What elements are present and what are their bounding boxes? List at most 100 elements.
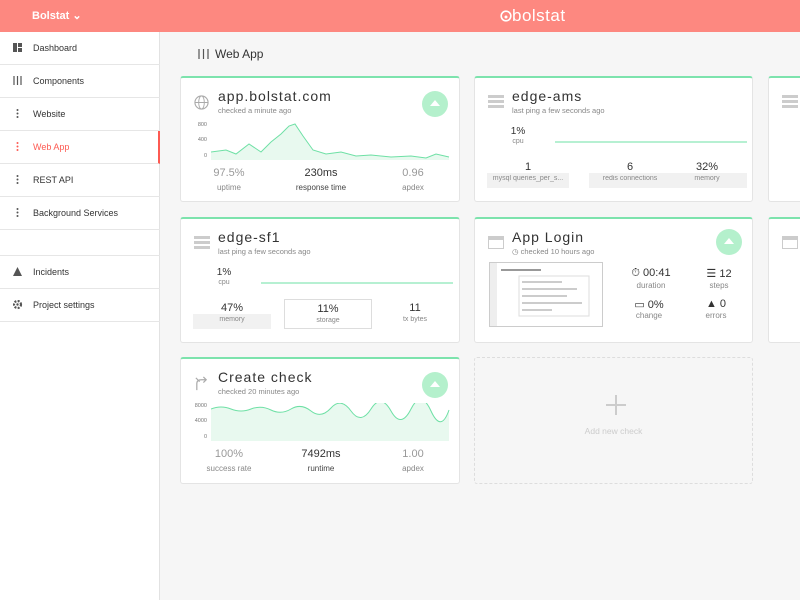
- cpu-line: [555, 141, 747, 143]
- axis-label: 400: [197, 137, 207, 143]
- nav-icon: [16, 208, 19, 217]
- stat-box: 11% storage: [284, 299, 372, 329]
- axis-label: 0: [203, 434, 207, 440]
- page-title-text: Web App: [215, 47, 264, 61]
- nav-item[interactable]: Website: [0, 98, 160, 131]
- add-check-label: Add new check: [584, 426, 643, 436]
- nav-item[interactable]: Background Services: [0, 197, 160, 230]
- server-icon: [488, 95, 504, 108]
- metric-label: success rate: [206, 464, 252, 473]
- metric-value: 100%: [214, 448, 244, 460]
- stat-box: 32% memory: [667, 158, 747, 188]
- card-subtitle: ◷ checked 10 hours ago: [512, 247, 595, 256]
- nav-label: Web App: [33, 142, 70, 152]
- stat-box: 1 mysql queries_per_s...: [487, 158, 569, 188]
- metric-value: ▲ 0: [705, 298, 727, 310]
- card-subtitle: last ping a few seconds ago: [512, 106, 605, 115]
- metric-label: duration: [636, 281, 666, 290]
- stat-box: 6 redis connections: [589, 158, 671, 188]
- stat-value: 11%: [317, 303, 339, 315]
- card-subtitle: checked 20 minutes ago: [218, 387, 300, 396]
- metric-value: 7492ms: [301, 448, 341, 460]
- metric-value: ▭ 0%: [634, 299, 664, 311]
- sparkline: [211, 123, 450, 160]
- cpu-value: 1%: [216, 267, 232, 278]
- card-title: Create check: [218, 369, 313, 385]
- nav-label: Dashboard: [33, 43, 78, 53]
- nav-icon: [16, 142, 19, 151]
- stat-label: memory: [694, 175, 720, 182]
- metric-label: apdex: [402, 464, 424, 473]
- metric-value: 97.5%: [213, 167, 245, 179]
- brand-menu[interactable]: Bolstat ⌄: [32, 10, 82, 22]
- stat-value: 32%: [695, 161, 719, 173]
- nav-icon: [13, 76, 22, 85]
- cpu-value: 1%: [510, 126, 526, 137]
- partial-card[interactable]: [768, 217, 800, 343]
- metric-text: 0: [719, 298, 727, 310]
- metric-value: 1.00: [402, 448, 424, 460]
- metric-label: change: [635, 311, 663, 320]
- stat-value: 11: [409, 302, 421, 314]
- stat-value: 1: [524, 161, 532, 173]
- axis-label: 0: [203, 153, 207, 159]
- metric-value: 230ms: [304, 167, 338, 179]
- metric-label: steps: [709, 281, 729, 290]
- server-card[interactable]: edge-ams last ping a few seconds ago 1% …: [474, 76, 753, 202]
- add-check[interactable]: Add new check: [474, 357, 753, 484]
- axis-label: 4000: [194, 418, 207, 424]
- card-subtitle: checked a minute ago: [218, 106, 292, 115]
- metric-label: runtime: [307, 464, 335, 473]
- divider: [0, 255, 160, 256]
- browser-icon: [488, 236, 504, 249]
- card-subtitle: last ping a few seconds ago: [218, 247, 311, 256]
- stat-box: 11 tx bytes: [375, 299, 455, 329]
- metric-text: 00:41: [643, 267, 671, 279]
- nav-item[interactable]: REST API: [0, 164, 160, 197]
- browser-check-card[interactable]: App Login ◷ checked 10 hours ago ⏱ 00:41…: [474, 217, 753, 343]
- stat-label: storage: [316, 317, 340, 324]
- status-button[interactable]: [422, 91, 448, 117]
- nav-label: Website: [33, 109, 66, 119]
- stat-label: mysql queries_per_s...: [492, 175, 564, 182]
- nav-icon: [13, 300, 23, 310]
- nav-icon: [13, 43, 22, 52]
- check-card[interactable]: app.bolstat.com checked a minute ago 800…: [180, 76, 460, 202]
- nav-item[interactable]: Web App: [0, 131, 160, 164]
- stat-label: redis connections: [602, 175, 658, 182]
- api-icon: [195, 376, 208, 391]
- nav-item[interactable]: Components: [0, 65, 160, 98]
- status-button[interactable]: [422, 372, 448, 398]
- stat-box: 47% memory: [193, 299, 271, 329]
- partial-card[interactable]: [768, 76, 800, 202]
- nav-item[interactable]: Incidents: [0, 256, 160, 289]
- nav-label: Components: [33, 76, 85, 86]
- nav-item[interactable]: Project settings: [0, 289, 160, 322]
- logo: bolstat: [500, 6, 566, 26]
- logo-text: bolstat: [512, 6, 566, 25]
- status-button[interactable]: [716, 229, 742, 255]
- metric-text: 12: [719, 268, 732, 280]
- card-title: edge-sf1: [218, 229, 281, 245]
- page-title: Web App: [197, 47, 263, 61]
- sidebar: Dashboard Components Website Web App REST AP…: [0, 32, 160, 600]
- card-title: App Login: [512, 229, 585, 245]
- cpu-label: cpu: [218, 279, 230, 286]
- server-card[interactable]: edge-sf1 last ping a few seconds ago 1% …: [180, 217, 460, 343]
- card-title: edge-ams: [512, 88, 583, 104]
- metric-text: 0%: [647, 299, 664, 311]
- axis-label: 8000: [194, 403, 207, 409]
- nav-item[interactable]: Dashboard: [0, 32, 160, 65]
- check-card[interactable]: Create check checked 20 minutes ago 8000…: [180, 357, 460, 484]
- nav-label: Incidents: [33, 267, 70, 277]
- nav-icon: [16, 109, 19, 118]
- axis-label: 800: [197, 122, 207, 128]
- cpu-label: cpu: [512, 138, 524, 145]
- stat-value: 6: [626, 161, 634, 173]
- page-icon: [198, 49, 209, 59]
- server-icon: [782, 95, 798, 108]
- nav-icon: [16, 175, 19, 184]
- metric-label: apdex: [402, 183, 424, 192]
- browser-icon: [782, 236, 798, 249]
